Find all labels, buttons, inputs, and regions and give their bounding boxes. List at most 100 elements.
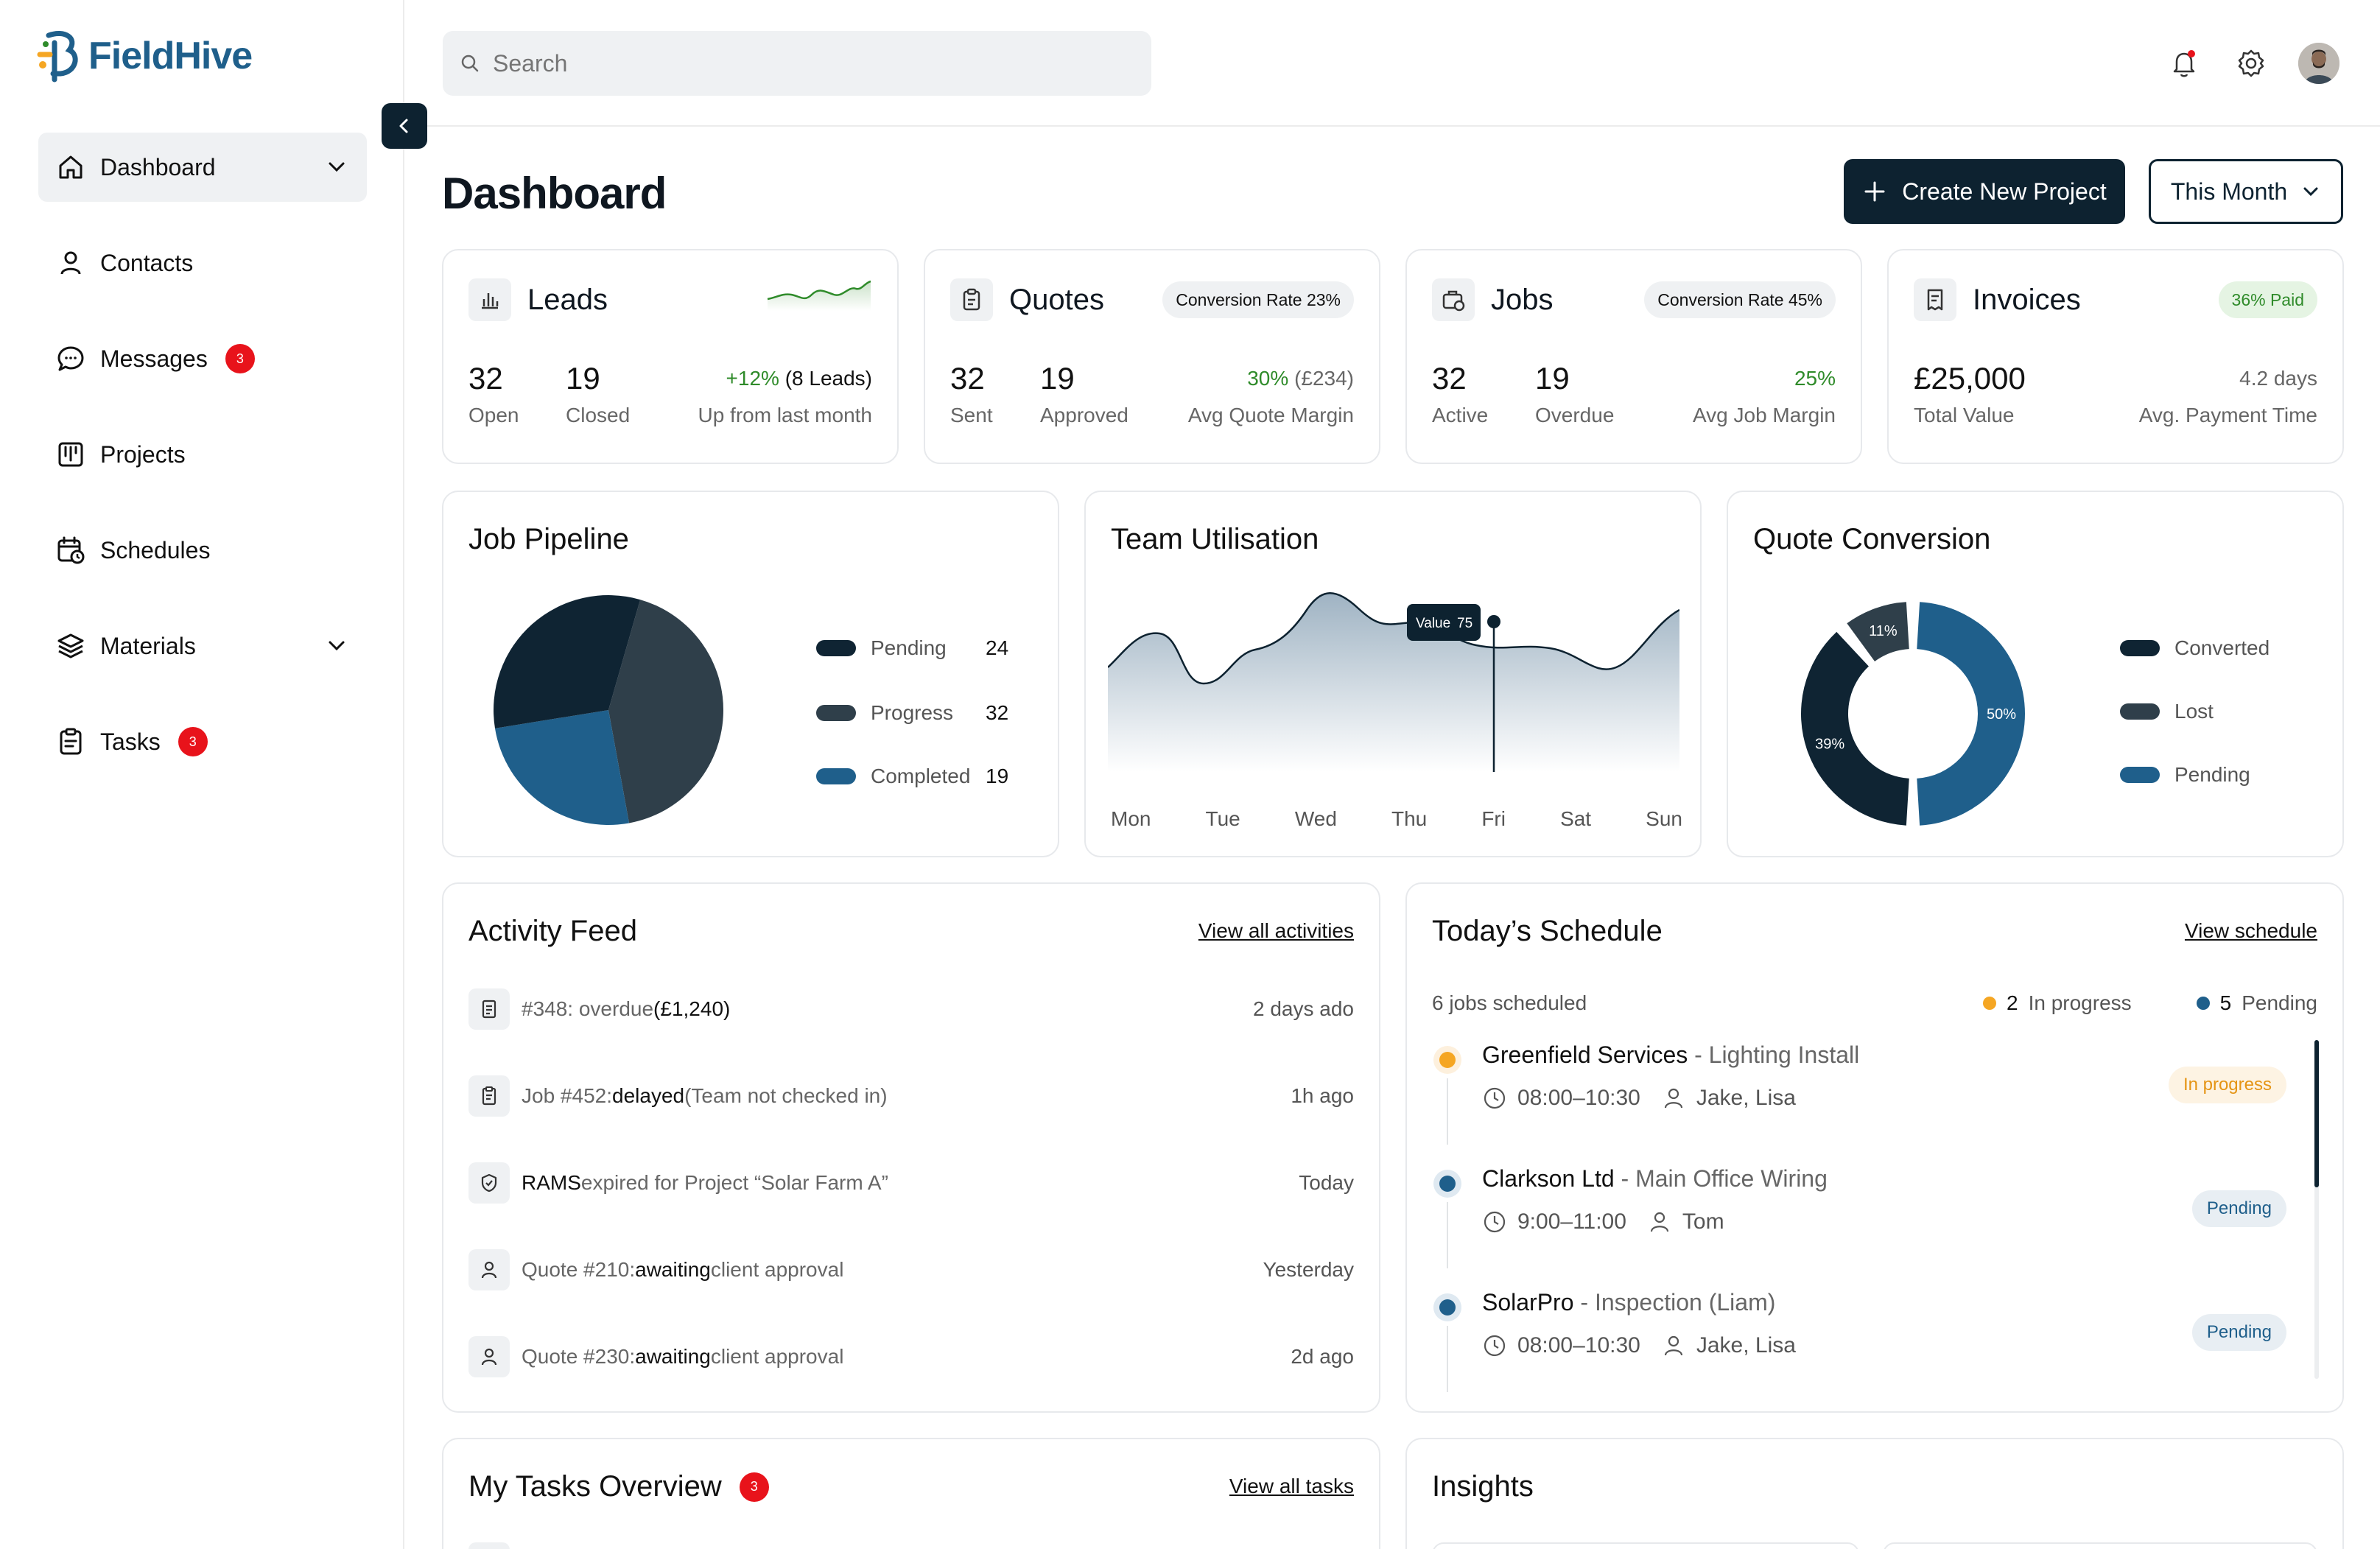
status-dot [1439,1299,1456,1316]
leads-card[interactable]: Leads 32 Open 19 Closed +12% (8 Leads) U… [442,249,899,464]
activity-time: Yesterday [1263,1258,1355,1281]
activity-text: Job #452: [522,1084,612,1107]
insights-card: Insights [1405,1438,2344,1549]
donut-segment-lost[interactable] [1847,602,1909,661]
highlight-marker-point [1487,615,1500,628]
activity-row[interactable]: Quote #210: awaiting client approval [468,1248,1352,1292]
sidebar-item-schedules[interactable]: Schedules [38,516,367,585]
kanban-icon [55,438,87,471]
jobs-margin-label: Avg Job Margin [1692,404,1836,426]
top-bar [404,0,2380,127]
jobs-card[interactable]: Jobs Conversion Rate 45% 32 Active 19 Ov… [1405,249,1862,464]
status-dot [1439,1052,1456,1068]
view-all-activities-link[interactable]: View all activities [1198,919,1354,942]
activity-time: 1h ago [1291,1084,1354,1107]
legend-completed: Completed [816,765,970,788]
sidebar-item-dashboard[interactable]: Dashboard [38,133,367,202]
client-name: Clarkson Ltd [1482,1165,1615,1192]
settings-button[interactable] [2230,43,2272,84]
schedule-client: Greenfield Services - Lighting Install [1482,1042,1859,1069]
sidebar-nav: Dashboard Contacts Messages 3 Projects [38,133,367,803]
layers-icon [55,630,87,662]
activity-emphasis: delayed [612,1084,685,1107]
activity-time: 2 days ado [1253,997,1354,1020]
sidebar-item-messages[interactable]: Messages 3 [38,324,367,393]
activity-row[interactable]: RAMS expired for Project “Solar Farm A” [468,1161,1352,1205]
x-tick-sun: Sun [1646,807,1682,830]
legend-pending: Pending [816,636,947,660]
search-box[interactable] [443,31,1151,96]
leads-change-note: (8 Leads) [784,367,872,390]
quotes-approved-label: Approved [1040,404,1128,426]
brand-logo[interactable]: FieldHive [35,28,253,84]
activity-text: Quote #230: [522,1345,636,1368]
sidebar-item-tasks[interactable]: Tasks 3 [38,707,367,776]
insight-tile[interactable] [1432,1542,1859,1549]
logo-mark-icon [37,30,78,82]
search-icon [461,55,479,72]
user-avatar[interactable] [2298,43,2339,84]
jobs-active-label: Active [1432,404,1489,426]
in-progress-dot [1983,997,1996,1010]
schedule-meta: 9:00–11:00 Tom [1482,1209,1724,1234]
view-all-tasks-link[interactable]: View all tasks [1229,1475,1354,1497]
invoices-card[interactable]: Invoices 36% Paid £25,000 Total Value 4.… [1887,249,2344,464]
timeline-line [1447,1078,1448,1145]
invoices-paid-pill: 36% Paid [2218,281,2317,318]
create-project-button[interactable]: Create New Project [1844,159,2125,224]
quotes-sent-label: Sent [950,404,993,426]
pie-slice-pending[interactable] [494,595,641,728]
collapse-sidebar-button[interactable] [382,103,427,149]
donut-segment-pending[interactable] [1917,602,2025,826]
sidebar: FieldHive Dashboard Contacts Messages 3 [0,0,427,1549]
activity-row[interactable]: Quote #230: awaiting client approval [468,1335,1352,1379]
schedule-item[interactable]: Greenfield Services - Lighting Install 0… [1432,1042,2316,1145]
sidebar-item-contacts[interactable]: Contacts [38,228,367,298]
activity-row[interactable]: Job #452: delayed (Team not checked in) [468,1074,1352,1118]
messages-count-badge: 3 [225,344,255,373]
my-tasks-card: My Tasks Overview 3 View all tasks [442,1438,1380,1549]
my-tasks-title: My Tasks Overview [468,1470,722,1503]
job-name: - Main Office Wiring [1614,1165,1828,1192]
jobs-scheduled-summary: 6 jobs scheduled [1432,991,1587,1014]
status-badge: Pending [2191,1190,2286,1227]
jobs-title: Jobs [1491,283,1554,316]
period-dropdown[interactable]: This Month [2149,159,2343,224]
schedule-scrollbar-thumb[interactable] [2314,1040,2319,1187]
quotes-margin-value: 30% [1247,367,1289,390]
page-title: Dashboard [442,169,667,218]
sidebar-item-label: Tasks [100,728,161,755]
leads-open-value: 32 [468,361,503,396]
activity-emphasis: awaiting [635,1345,711,1368]
schedule-scrollbar-track[interactable] [2314,1040,2319,1379]
user-icon [1664,1088,1682,1109]
timeline-line [1447,1326,1448,1392]
schedule-item[interactable]: Clarkson Ltd - Main Office Wiring 9:00–1… [1432,1165,2316,1268]
leads-change-label: Up from last month [698,404,872,426]
clipboard-icon [950,278,993,321]
quotes-card[interactable]: Quotes Conversion Rate 23% 32 Sent 19 Ap… [924,249,1380,464]
schedule-team: Jake, Lisa [1696,1333,1796,1357]
sidebar-item-label: Dashboard [100,153,216,180]
tasks-count-badge: 3 [739,1472,769,1502]
view-schedule-link[interactable]: View schedule [2184,919,2317,942]
search-input[interactable] [493,49,1082,77]
sidebar-item-materials[interactable]: Materials [38,611,367,681]
schedule-item[interactable]: SolarPro - Inspection (Liam) 08:00–10:30… [1432,1289,2316,1392]
utilisation-line [1108,592,1679,685]
utilisation-area [1108,593,1679,772]
donut-segment-converted[interactable] [1801,631,1909,826]
x-tick-thu: Thu [1391,807,1428,830]
sidebar-item-projects[interactable]: Projects [38,420,367,489]
sidebar-item-label: Materials [100,632,196,659]
in-progress-label: In progress [2028,991,2132,1014]
activity-row[interactable]: #348: overdue (£1,240) [468,987,1352,1031]
insight-tile[interactable] [1883,1542,2317,1549]
avatar-photo-icon [2298,43,2339,84]
pie-slice-completed[interactable] [494,710,630,825]
pie-slice-progress[interactable] [608,600,723,823]
notifications-button[interactable] [2163,43,2205,84]
pending-dot [2196,997,2210,1010]
activity-feed-title: Activity Feed [468,915,637,947]
clipboard-icon [55,726,87,758]
